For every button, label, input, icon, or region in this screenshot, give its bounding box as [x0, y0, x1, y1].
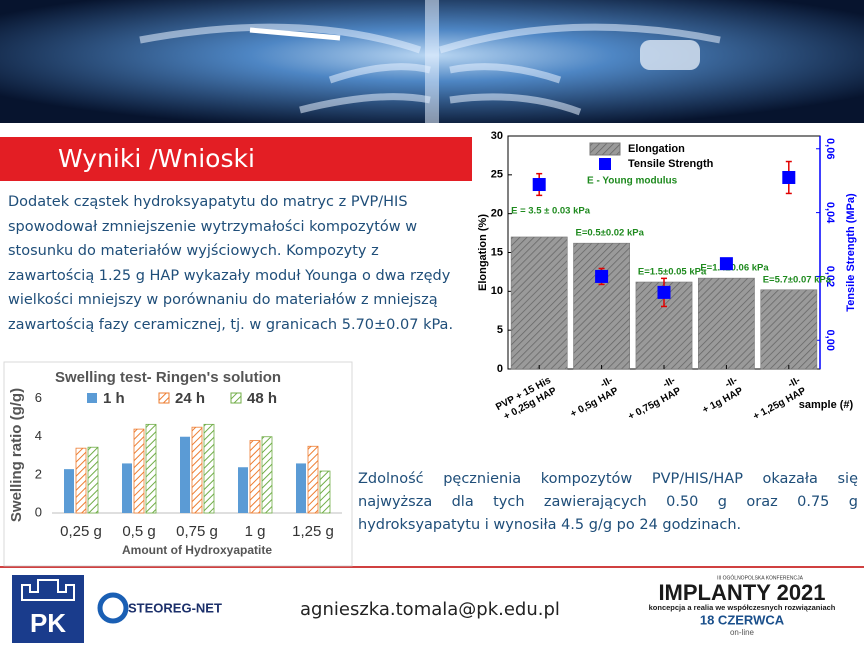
- bar: [122, 463, 132, 513]
- x-tick-label: 1 g: [245, 523, 266, 540]
- x-axis-label: Amount of Hydroxyapatite: [122, 543, 272, 557]
- bar: [191, 426, 203, 514]
- chart-title: Swelling test- Ringen's solution: [55, 369, 281, 386]
- bar: [698, 277, 755, 370]
- bar: [238, 467, 248, 513]
- y-tick-label: 15: [491, 246, 503, 258]
- bar: [510, 236, 568, 370]
- y-axis-label: Swelling ratio (g/g): [8, 388, 25, 522]
- y-tick-label: 20: [491, 208, 503, 220]
- bar: [319, 470, 331, 514]
- legend-swatch: [589, 142, 621, 156]
- y2-tick-label: 0,06: [824, 138, 836, 159]
- annotation: E - Young modulus: [587, 176, 678, 187]
- conference-date: 18 CZERWCA: [700, 612, 785, 627]
- legend-swatch: [158, 392, 170, 404]
- xray-bones: [139, 0, 721, 123]
- pk-logo-castle: [21, 579, 75, 601]
- young-modulus-label: E=0.5±0.02 kPa: [576, 228, 645, 239]
- bar: [573, 242, 630, 370]
- legend-swatch: [87, 393, 97, 403]
- bar: [87, 446, 99, 514]
- legend-swatch: [230, 392, 242, 404]
- slide-title: Wyniki /Wnioski: [58, 144, 255, 173]
- y-tick-label: 0: [35, 504, 42, 519]
- marker: [782, 170, 796, 184]
- y2-tick-label: 0,04: [824, 202, 836, 224]
- young-modulus-label: E=1.4±0.06 kPa: [700, 263, 769, 274]
- x-tick-label: 0,75 g: [176, 523, 218, 540]
- conference-mode: on-line: [730, 628, 755, 637]
- young-modulus-label: E=5.7±0.07 kPa: [763, 274, 832, 285]
- bar: [249, 440, 261, 514]
- y-tick-label: 10: [491, 285, 503, 297]
- x-axis-label: sample (#): [799, 399, 854, 411]
- x-tick-label: 0,5 g: [122, 523, 155, 540]
- marker: [595, 269, 609, 283]
- chart-frame: [3, 361, 353, 567]
- implant: [640, 40, 700, 70]
- legend-label: Tensile Strength: [628, 158, 714, 170]
- contact-email: agnieszka.tomala@pk.edu.pl: [300, 599, 560, 620]
- bar: [296, 463, 306, 513]
- marker: [532, 178, 546, 192]
- bar: [307, 445, 319, 514]
- y-tick-label: 0: [497, 363, 503, 375]
- bar: [261, 436, 273, 514]
- legend-label: 24 h: [175, 390, 205, 407]
- young-modulus-label: E = 3.5 ± 0.03 kPa: [511, 205, 591, 216]
- conference-tagline: koncepcja a realia we współczesnych rozw…: [649, 603, 836, 612]
- legend-swatch: [599, 158, 611, 170]
- y-tick-label: 6: [35, 390, 42, 405]
- x-tick-label: 1,25 g: [292, 523, 334, 540]
- swelling-text: Zdolność pęcznienia kompozytów PVP/HIS/H…: [358, 471, 858, 533]
- y-tick-label: 4: [35, 428, 42, 443]
- y-tick-label: 30: [491, 130, 503, 142]
- y-tick-label: 5: [497, 324, 503, 336]
- young-modulus-label: E=1.5±0.05 kPa: [638, 267, 707, 278]
- conference-name: IMPLANTY 2021: [658, 580, 825, 605]
- legend-label: 48 h: [247, 390, 277, 407]
- bar: [145, 423, 157, 514]
- y2-tick-label: 0,02: [824, 266, 836, 287]
- bar: [64, 469, 74, 513]
- pk-logo: [12, 575, 84, 643]
- implant: [249, 27, 341, 41]
- bar: [180, 436, 190, 513]
- y-tick-label: 2: [35, 466, 42, 481]
- bar: [760, 289, 818, 370]
- y2-axis-label: Tensile Strength (MPa): [845, 193, 857, 312]
- y-tick-label: 25: [491, 169, 503, 181]
- osteoreg-logo-ring: [97, 592, 129, 624]
- legend-label: 1 h: [103, 390, 125, 407]
- conclusion-text: Dodatek cząstek hydroksyapatytu do matry…: [8, 194, 454, 333]
- title-bar: Wyniki /Wnioski: [0, 137, 472, 181]
- pk-logo-text: PK: [30, 608, 66, 638]
- legend-label: Elongation: [628, 143, 685, 155]
- osteoreg-logo-text: STEOREG-NET: [128, 600, 222, 615]
- y2-tick-label: 0,00: [824, 330, 836, 351]
- x-tick-label: 0,25 g: [60, 523, 102, 540]
- bar: [203, 423, 215, 514]
- marker: [719, 257, 733, 271]
- y-axis-label: Elongation (%): [477, 214, 489, 291]
- conference-series: III OGÓLNOPOLSKA KONFERENCJA: [717, 574, 804, 581]
- bar: [133, 428, 145, 514]
- bar: [75, 447, 87, 514]
- marker: [657, 285, 671, 299]
